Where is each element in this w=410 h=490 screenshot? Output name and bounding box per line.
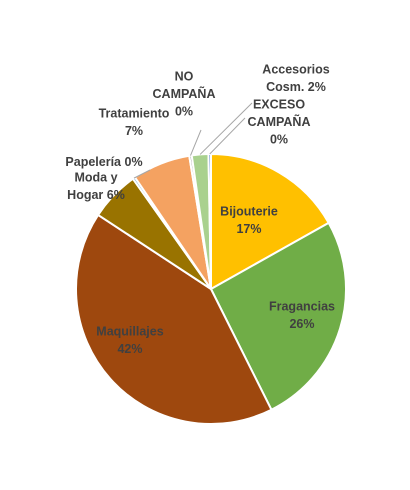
data-label-exceso-campaña: EXCESO CAMPAÑA 0%	[248, 98, 311, 147]
data-label-bijouterie: Bijouterie 17%	[220, 204, 278, 236]
pie-slice-maquillajes	[75, 213, 273, 425]
data-label-papeler-a: Papelería 0%	[65, 155, 142, 169]
data-label-tratamiento: Tratamiento 7%	[99, 106, 170, 138]
data-label-moda-y-hogar: Moda y Hogar 6%	[67, 170, 125, 202]
leader-line-no-campaña	[190, 129, 202, 156]
data-label-maquillajes: Maquillajes 42%	[96, 324, 163, 356]
data-label-no-campaña: NO CAMPAÑA 0%	[153, 70, 216, 119]
pie-slice-bijouterie	[210, 152, 331, 291]
data-label-fragancias: Fragancias 26%	[269, 299, 335, 331]
leader-line-papeler-a	[133, 169, 151, 179]
pie-slices	[75, 152, 347, 425]
data-label-accesorios-cosm-: Accesorios Cosm. 2%	[262, 62, 329, 94]
data-labels: Bijouterie 17% Fragancias 26% Maquillajes 42%…	[65, 62, 335, 356]
leader-lines	[133, 102, 253, 179]
pie-slice-fragancias	[209, 221, 347, 412]
leader-line-exceso-campaña	[209, 117, 246, 155]
leader-line-accesorios-cosm-	[199, 102, 253, 155]
